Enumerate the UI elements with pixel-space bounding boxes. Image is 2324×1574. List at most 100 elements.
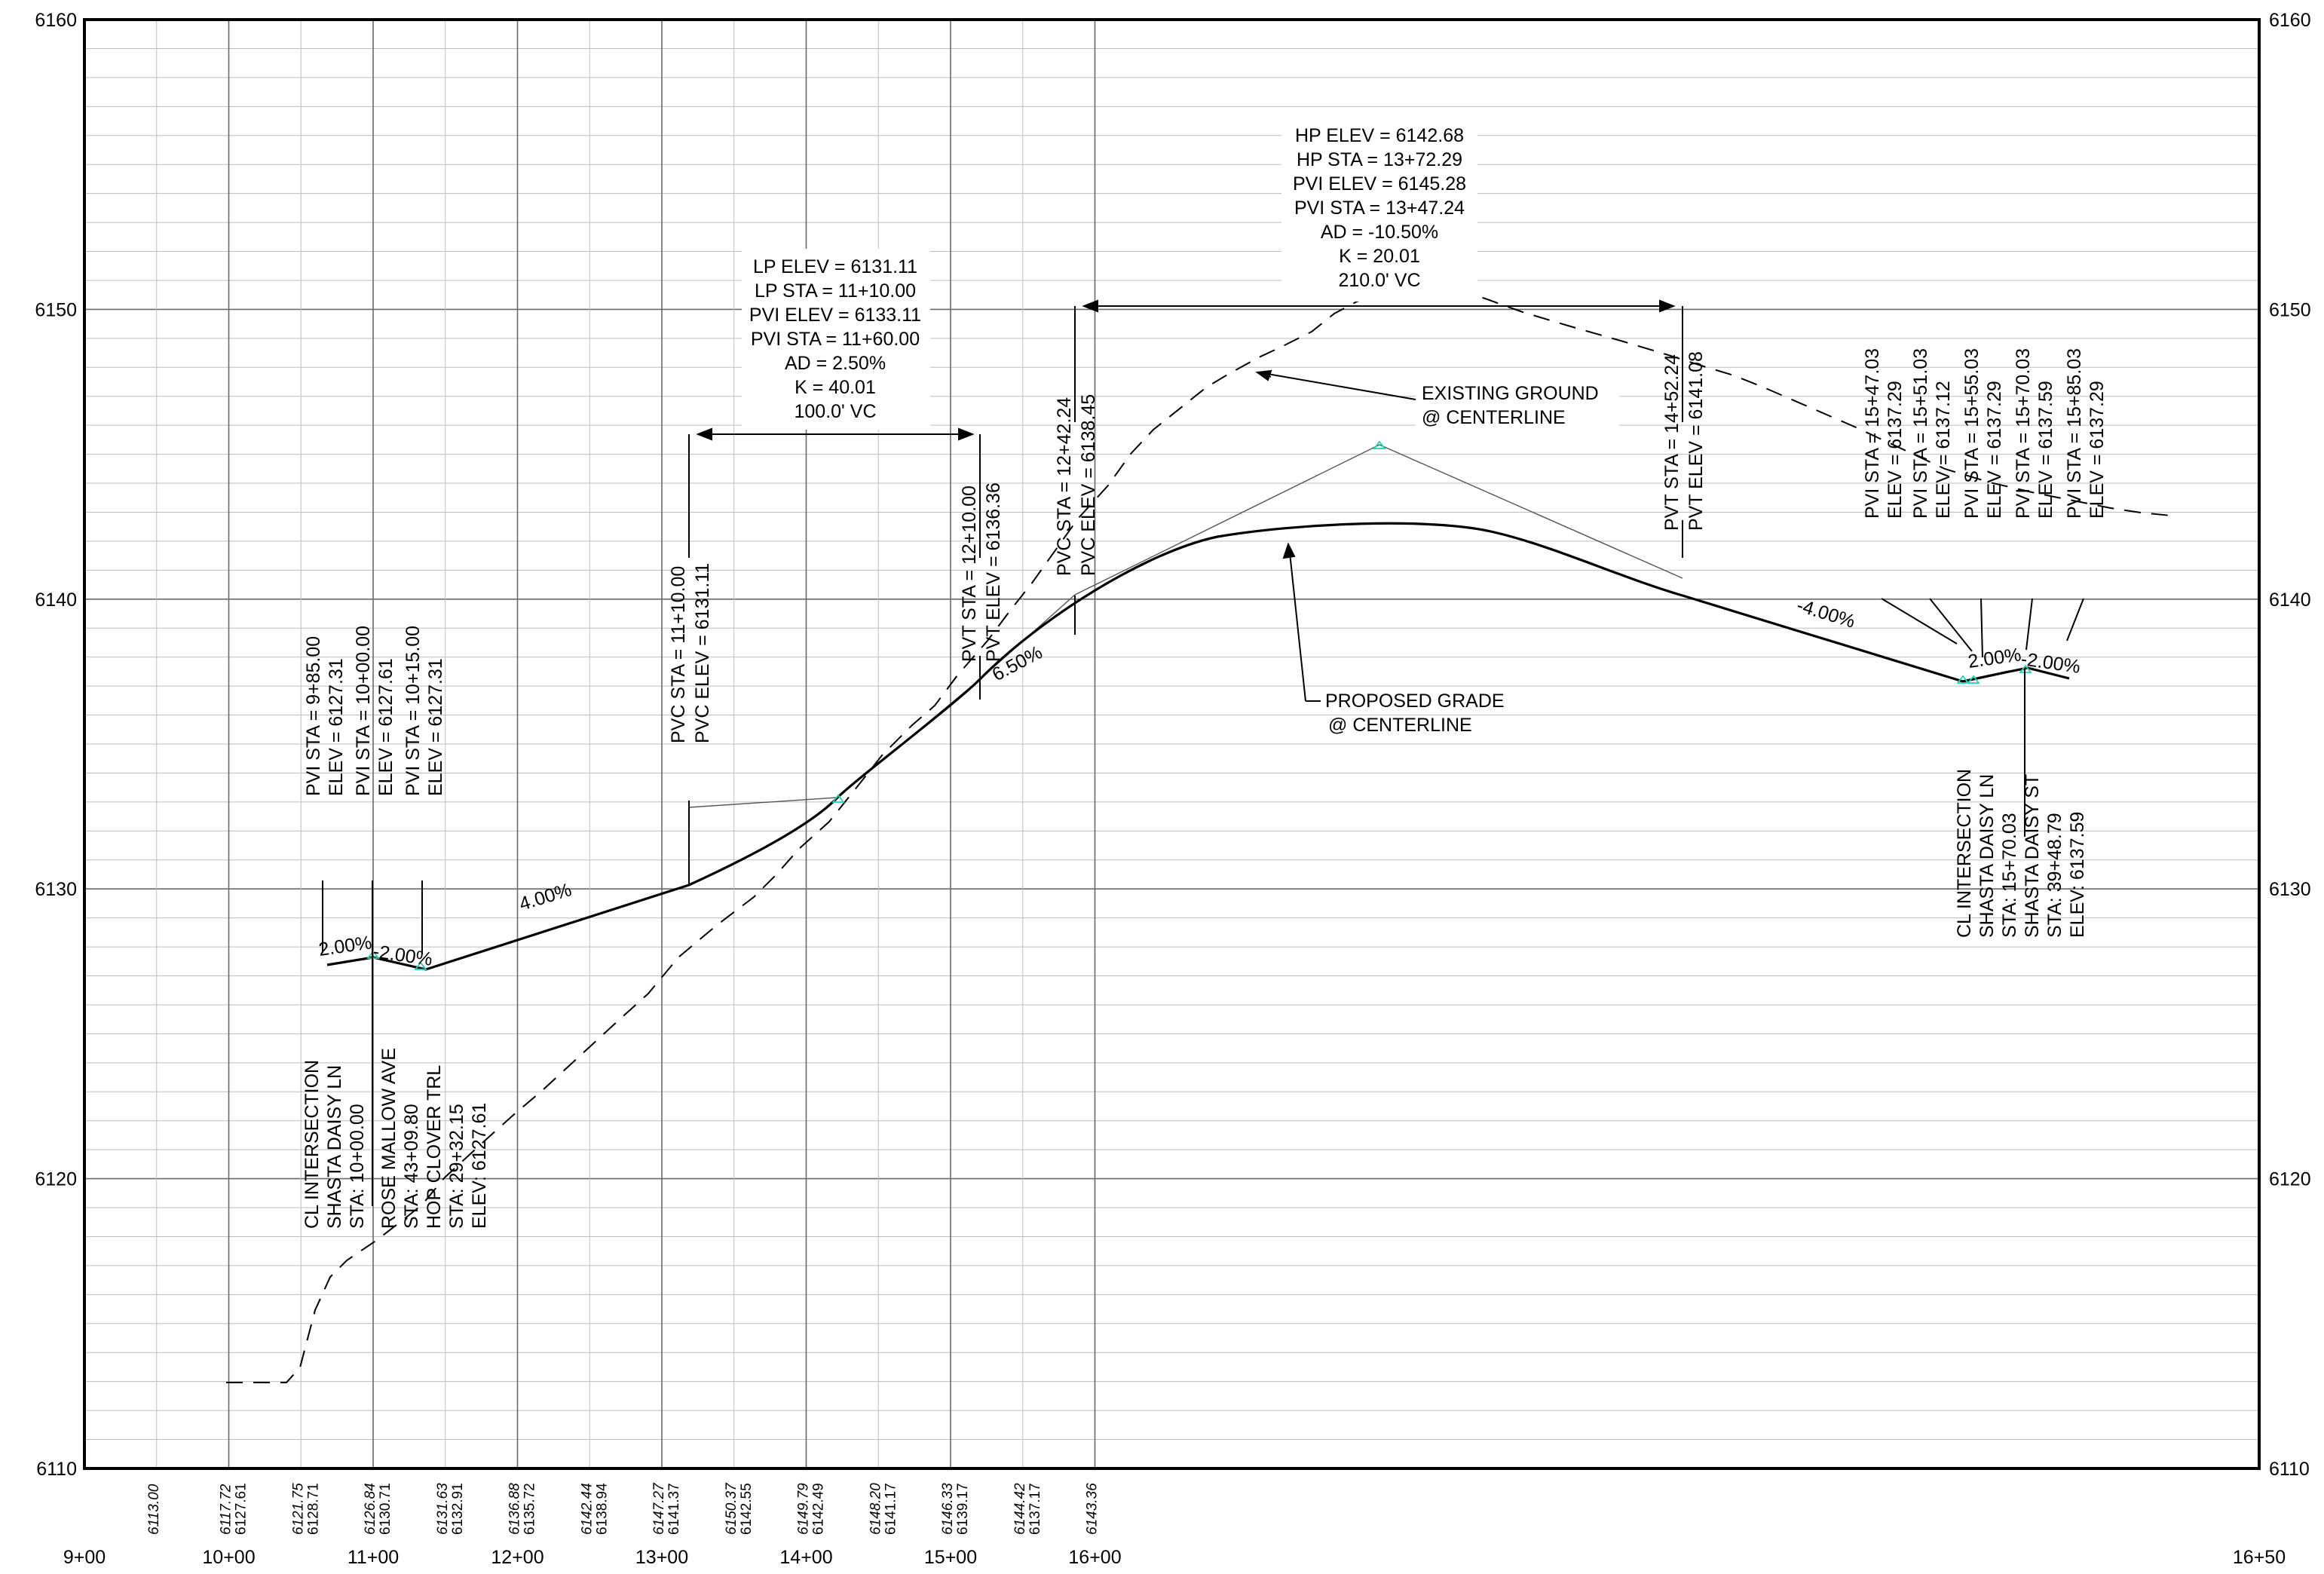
curve-data-line: PVI STA = 11+60.00 xyxy=(751,329,920,350)
x-axis-tick-label: 12+00 xyxy=(491,1547,543,1568)
grade-label: -2.00% xyxy=(372,941,433,970)
station-elevation-pair: 6136.88 6135.72 xyxy=(507,1483,538,1535)
intersection-text: ELEV: 6127.61 xyxy=(469,1103,490,1229)
callout-text: @ CENTERLINE xyxy=(1422,407,1566,428)
pvi-elev-label: ELEV = 6137.29 xyxy=(1885,381,1906,519)
callout-bg xyxy=(1416,377,1619,430)
proposed-elevation-label: 6142.55 xyxy=(739,1483,755,1535)
y-axis-tick-label-left: 6150 xyxy=(35,299,77,320)
x-axis-tick-label: 11+00 xyxy=(348,1547,399,1568)
pvc-elev-label: PVC ELEV = 6138.45 xyxy=(1078,394,1099,576)
station-elevation-pair: 6142.44 6138.94 xyxy=(579,1483,610,1535)
right-intersection-label: CL INTERSECTION SHASTA DAISY LN STA: 15+… xyxy=(1954,769,2088,938)
curve-data-line: PVI ELEV = 6145.28 xyxy=(1293,173,1466,194)
sag-curve-data: LP ELEV = 6131.11 LP STA = 11+10.00 PVI … xyxy=(742,249,930,430)
pvi-elev-label: ELEV = 6127.31 xyxy=(326,658,347,796)
proposed-elevation-label: 6127.61 xyxy=(234,1483,250,1535)
station-elevation-pair: 6131.63 6132.91 xyxy=(435,1483,466,1535)
pvi-elev-label: ELEV = 6137.29 xyxy=(2087,381,2108,519)
station-elevation-pair: 6146.33 6139.17 xyxy=(940,1483,971,1535)
x-axis-tick-label: 16+00 xyxy=(1068,1547,1121,1568)
pvi-label: PVI STA = 10+00.00 xyxy=(353,626,374,796)
proposed-elevation-label: 6130.71 xyxy=(378,1483,393,1535)
existing-elevation-label: 6148.20 xyxy=(868,1483,883,1535)
pvc-sta-label: PVC STA = 11+10.00 xyxy=(668,566,689,743)
curve-data-line: HP STA = 13+72.29 xyxy=(1297,149,1462,170)
proposed-elevation-label: 6138.94 xyxy=(594,1483,610,1535)
proposed-elevation-label: 6128.71 xyxy=(305,1483,321,1535)
proposed-elevation-label: 6139.17 xyxy=(955,1483,971,1535)
proposed-elevation-label: 6142.49 xyxy=(811,1483,827,1535)
pvi-elev-label: ELEV = 6127.61 xyxy=(375,658,397,796)
intersection-text: STA: 10+00.00 xyxy=(347,1104,368,1229)
pvi-label: PVI STA = 15+51.03 xyxy=(1910,348,1931,519)
pvc-sta-label: PVC STA = 12+42.24 xyxy=(1054,397,1075,576)
crest-curve-data: HP ELEV = 6142.68 HP STA = 13+72.29 PVI … xyxy=(1281,121,1477,302)
existing-elevation-label: 6146.33 xyxy=(940,1483,956,1535)
proposed-grade-line xyxy=(326,522,2070,971)
pvc-elev-label: PVC ELEV = 6131.11 xyxy=(692,563,713,743)
existing-elevation-label: 6121.75 xyxy=(290,1483,306,1535)
existing-elevation-label: 6126.84 xyxy=(363,1483,378,1535)
y-axis-tick-label-left: 6140 xyxy=(35,589,77,611)
pvi-marker xyxy=(414,961,427,970)
x-axis-tick-label: 14+00 xyxy=(779,1547,832,1568)
tangent-lines xyxy=(688,444,1683,808)
curve-data-line: PVI STA = 13+47.24 xyxy=(1294,198,1465,219)
y-axis-tick-label-right: 6120 xyxy=(2269,1169,2311,1190)
proposed-elevation-label: 6137.17 xyxy=(1027,1483,1043,1535)
intersection-text: SHASTA DAISY LN xyxy=(1976,774,1998,938)
intersection-text: STA: 15+70.03 xyxy=(1999,813,2020,938)
proposed-elevation-label: 6132.91 xyxy=(450,1483,466,1535)
y-axis-tick-label-left: 6110 xyxy=(36,1459,77,1480)
existing-elevation-label: 6142.44 xyxy=(579,1483,595,1535)
pvi-label: PVI STA = 15+55.03 xyxy=(1961,348,1983,519)
pvi-label: PVI STA = 15+47.03 xyxy=(1862,348,1883,519)
pvi-marker xyxy=(1956,675,1970,684)
pvi-elev-label: ELEV = 6127.31 xyxy=(425,658,446,796)
pvt-elev-label: PVT ELEV = 6141.08 xyxy=(1686,351,1707,531)
existing-ground-callout: EXISTING GROUND @ CENTERLINE xyxy=(1416,377,1619,430)
axis-labels: 9+00 10+00 11+00 12+00 13+00 14+00 15+00 16+00 1… xyxy=(35,10,2310,1568)
proposed-elevation-label: 6141.17 xyxy=(883,1483,899,1535)
station-elevation-pair: 6143.36 xyxy=(1085,1483,1101,1535)
station-elevation-pair: 6121.75 6128.71 xyxy=(290,1483,321,1535)
curve-data-line: PVI ELEV = 6133.11 xyxy=(749,305,921,326)
curve-data-line: AD = 2.50% xyxy=(785,353,886,374)
pvi-marker xyxy=(831,794,845,803)
curve-data-line: 100.0' VC xyxy=(794,401,876,422)
intersection-text: STA: 29+32.15 xyxy=(446,1104,467,1229)
curve-data-line: LP STA = 11+10.00 xyxy=(755,280,916,302)
intersection-text: ELEV: 6137.59 xyxy=(2067,812,2088,938)
grade-label: -2.00% xyxy=(2019,648,2081,678)
pvt-sta-label: PVT STA = 12+10.00 xyxy=(959,485,980,662)
y-axis-tick-label-right: 6160 xyxy=(2269,10,2311,31)
left-pvi-labels: PVI STA = 9+85.00 ELEV = 6127.31 PVI STA… xyxy=(303,626,446,796)
y-axis-tick-label-right: 6140 xyxy=(2269,589,2311,611)
intersection-text: SHASTA DAISY LN xyxy=(324,1065,345,1229)
pvt-sta-label: PVT STA = 14+52.24 xyxy=(1661,354,1683,531)
y-axis-tick-label-left: 6130 xyxy=(35,879,77,900)
x-axis-tick-label: 15+00 xyxy=(924,1547,977,1568)
y-axis-tick-label-right: 6130 xyxy=(2269,879,2311,900)
proposed-elevation-label: 6141.37 xyxy=(666,1483,682,1535)
callout-text: PROPOSED GRADE xyxy=(1325,691,1505,712)
proposed-elevation-label: 6135.72 xyxy=(522,1483,538,1535)
station-elevation-pair: 6148.20 6141.17 xyxy=(868,1483,899,1535)
station-elevation-pair: 6147.27 6141.37 xyxy=(651,1482,682,1535)
existing-elevation-label: 6149.79 xyxy=(796,1483,812,1535)
existing-elevation-label: 6147.27 xyxy=(651,1482,667,1535)
bottom-elevation-labels: 6113.00 6117.72 6127.61 6121.75 6128.71 6126.… xyxy=(146,1482,1101,1535)
pvi-label: PVI STA = 9+85.00 xyxy=(303,636,324,796)
intersection-text: SHASTA DAISY ST xyxy=(2022,774,2043,938)
existing-elevation-label: 6117.72 xyxy=(219,1484,234,1535)
station-elevation-pair: 6150.37 6142.55 xyxy=(724,1482,755,1535)
callout-text: EXISTING GROUND xyxy=(1422,383,1599,404)
existing-ground-line xyxy=(226,279,2172,1383)
pvi-elev-label: ELEV = 6137.12 xyxy=(1933,381,1954,519)
pvi-markers xyxy=(366,440,2032,970)
curve-data-line: HP ELEV = 6142.68 xyxy=(1295,125,1464,146)
callout-text: @ CENTERLINE xyxy=(1328,715,1472,736)
existing-elevation-label: 6131.63 xyxy=(435,1483,451,1535)
